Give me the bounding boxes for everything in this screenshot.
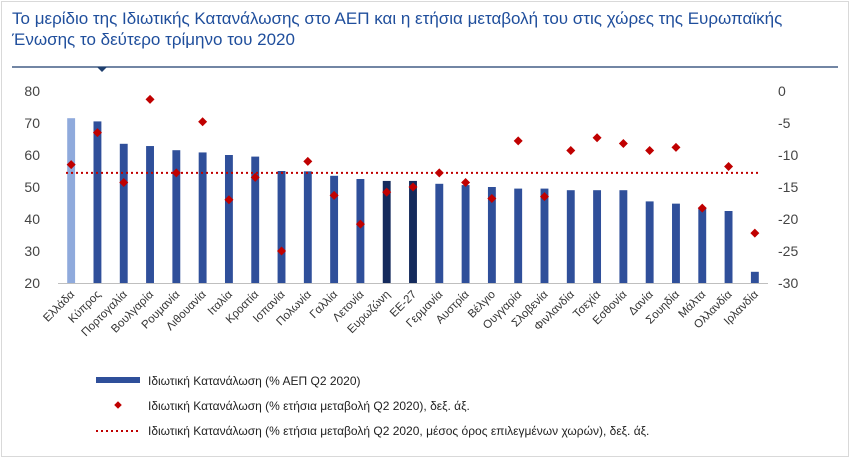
right-axis-tick-label: -5 <box>778 115 791 131</box>
bar <box>119 143 128 283</box>
right-axis-tick-label: -10 <box>778 147 798 163</box>
marker-point <box>566 146 576 156</box>
bar <box>672 203 680 283</box>
left-axis-tick-label: 60 <box>24 147 40 163</box>
marker-point <box>671 142 681 152</box>
marker-point <box>697 203 707 213</box>
bar <box>303 171 312 283</box>
bar <box>487 187 496 283</box>
legend-bar-label: Ιδιωτική Κατανάλωση (% ΑΕΠ Q2 2020) <box>148 374 361 388</box>
bar <box>435 183 444 283</box>
marker-point <box>250 172 260 182</box>
marker-point <box>382 187 392 197</box>
marker-point <box>724 162 734 172</box>
marker-point <box>408 182 418 192</box>
bar <box>514 188 523 283</box>
marker-point <box>618 138 628 148</box>
left-axis-tick-label: 80 <box>24 83 40 99</box>
marker-point <box>355 219 365 229</box>
bar <box>698 207 707 283</box>
bar <box>540 188 549 283</box>
bar <box>67 118 76 283</box>
bar <box>566 190 575 283</box>
bar <box>251 156 260 283</box>
bar <box>146 146 154 283</box>
marker-point <box>539 192 549 202</box>
right-axis-tick-label: 0 <box>778 83 786 99</box>
bar <box>198 152 207 283</box>
left-axis-tick-label: 50 <box>24 179 40 195</box>
marker-point <box>303 156 313 166</box>
marker-point <box>145 94 155 104</box>
marker-point <box>645 146 655 156</box>
right-axis-tick-label: -30 <box>778 275 798 291</box>
right-axis-tick-label: -20 <box>778 211 798 227</box>
bar <box>382 180 391 283</box>
left-axis-tick-label: 30 <box>24 243 40 259</box>
marker-point <box>487 194 497 204</box>
bar <box>224 155 233 283</box>
bar <box>277 171 286 283</box>
bar <box>409 180 417 283</box>
marker-point <box>461 178 471 188</box>
left-axis-tick-label: 40 <box>24 211 40 227</box>
marker-point <box>277 246 287 256</box>
legend-bar-swatch <box>96 377 140 383</box>
marker-point <box>329 190 339 200</box>
chart-title-line-1: Το μερίδιο της Ιδιωτικής Κατανάλωσης στο… <box>12 9 783 28</box>
marker-point <box>66 160 76 170</box>
right-axis-tick-label: -15 <box>778 179 798 195</box>
bar <box>750 271 759 283</box>
chart-title: Το μερίδιο της Ιδιωτικής Κατανάλωσης στο… <box>12 8 842 50</box>
marker-point <box>119 178 129 188</box>
left-axis-tick-label: 70 <box>24 115 40 131</box>
legend-marker-label: Ιδιωτική Κατανάλωση (% ετήσια μεταβολή Q… <box>148 399 470 413</box>
bar <box>356 179 365 283</box>
bar <box>645 201 654 283</box>
bar <box>593 190 602 283</box>
bar <box>724 211 733 283</box>
marker-point <box>224 195 234 205</box>
right-axis-tick-label: -25 <box>778 243 798 259</box>
marker-point <box>171 168 181 178</box>
legend-line-label: Ιδιωτική Κατανάλωση (% ετήσια μεταβολή Q… <box>148 424 649 438</box>
legend-marker-swatch <box>114 401 122 409</box>
left-axis-tick-label: 20 <box>24 275 40 291</box>
bar <box>172 150 181 283</box>
marker-point <box>513 136 523 146</box>
marker-point <box>92 128 102 138</box>
chart-title-line-2: Ένωσης το δεύτερο τρίμηνο του 2020 <box>12 30 295 49</box>
bar <box>330 175 339 283</box>
bar <box>619 190 628 283</box>
bar <box>93 121 102 284</box>
marker-point <box>198 117 208 127</box>
bar <box>461 185 470 283</box>
marker-point <box>434 168 444 178</box>
title-rule-caret <box>97 67 107 72</box>
marker-point <box>592 133 602 143</box>
marker-point <box>750 228 760 238</box>
